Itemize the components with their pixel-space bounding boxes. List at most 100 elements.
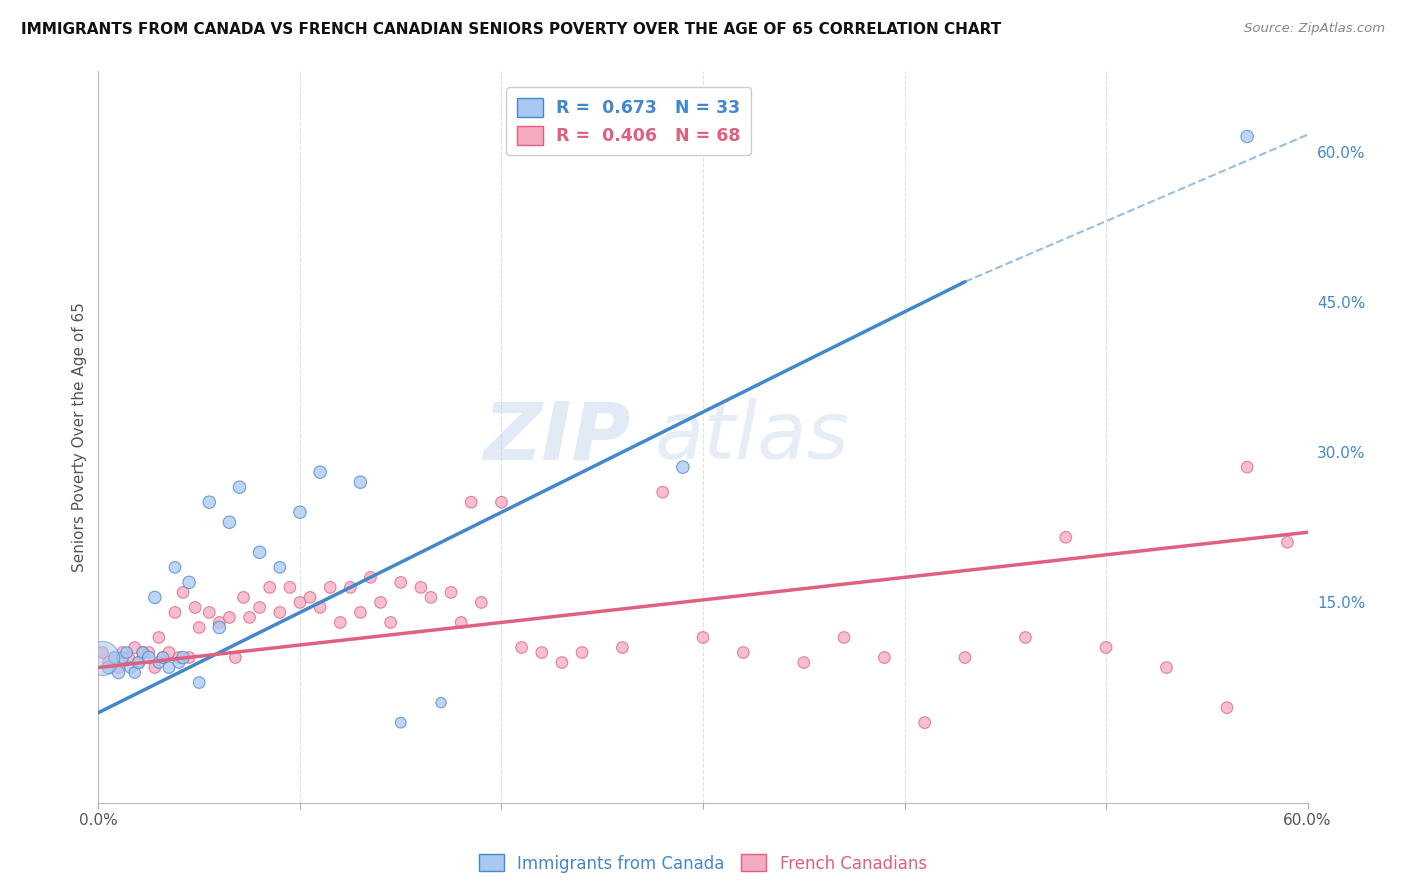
Point (143, 660, 166, 674)
Point (91, 650, 114, 665)
Text: ZIP: ZIP (484, 398, 630, 476)
Point (157, 660, 180, 674)
Point (97, 660, 120, 674)
Point (172, 650, 194, 665)
Point (1095, 640, 1118, 655)
Point (380, 615, 402, 630)
Point (157, 646, 180, 660)
Point (120, 660, 142, 674)
Point (111, 646, 134, 660)
Point (309, 465, 332, 479)
Point (1236, 129, 1258, 144)
Point (299, 591, 322, 605)
Legend: Immigrants from Canada, French Canadians: Immigrants from Canada, French Canadians (472, 847, 934, 880)
Point (470, 595, 492, 609)
Point (124, 665, 146, 680)
Point (103, 650, 125, 665)
Point (148, 631, 170, 645)
Point (832, 631, 855, 645)
Point (349, 606, 371, 620)
Point (914, 715, 936, 730)
Point (163, 606, 186, 620)
Point (450, 615, 472, 630)
Point (138, 650, 160, 665)
Point (389, 575, 412, 590)
Point (389, 715, 412, 730)
Point (128, 656, 150, 670)
Point (107, 665, 129, 680)
Text: IMMIGRANTS FROM CANADA VS FRENCH CANADIAN SENIORS POVERTY OVER THE AGE OF 65 COR: IMMIGRANTS FROM CANADA VS FRENCH CANADIA… (21, 22, 1001, 37)
Point (409, 580, 432, 594)
Point (460, 495, 482, 509)
Point (124, 640, 146, 655)
Point (329, 615, 352, 630)
Point (167, 656, 190, 670)
Point (733, 646, 755, 660)
Point (128, 656, 150, 670)
Point (97, 656, 120, 670)
Point (551, 656, 574, 670)
Point (179, 650, 201, 665)
Point (692, 631, 714, 645)
Point (218, 610, 240, 624)
Point (440, 585, 463, 599)
Point (1014, 631, 1036, 645)
Text: Source: ZipAtlas.com: Source: ZipAtlas.com (1244, 22, 1385, 36)
Point (103, 650, 125, 665)
Point (218, 515, 240, 529)
Point (793, 656, 815, 670)
Point (188, 620, 211, 634)
Point (360, 570, 382, 584)
Point (107, 660, 129, 674)
Point (420, 591, 443, 605)
Point (132, 646, 155, 660)
Point (491, 495, 513, 509)
Text: atlas: atlas (655, 398, 849, 476)
Point (118, 650, 141, 665)
Point (953, 650, 976, 665)
Point (259, 580, 281, 594)
Point (198, 606, 221, 620)
Point (651, 485, 673, 500)
Point (249, 545, 271, 559)
Point (430, 696, 453, 710)
Point (571, 646, 593, 660)
Point (143, 591, 166, 605)
Point (1054, 530, 1077, 544)
Y-axis label: Seniors Poverty Over the Age of 65: Seniors Poverty Over the Age of 65 (72, 302, 87, 572)
Point (370, 595, 392, 609)
Point (208, 615, 231, 630)
Point (612, 640, 634, 655)
Point (91, 646, 114, 660)
Point (172, 585, 194, 599)
Point (115, 646, 138, 660)
Point (198, 495, 221, 509)
Point (1236, 460, 1258, 475)
Point (319, 580, 342, 594)
Point (672, 460, 695, 475)
Point (1277, 535, 1299, 549)
Point (1156, 660, 1178, 674)
Point (309, 600, 332, 615)
Legend: R =  0.673   N = 33, R =  0.406   N = 68: R = 0.673 N = 33, R = 0.406 N = 68 (506, 87, 751, 155)
Point (138, 646, 160, 660)
Point (269, 560, 291, 574)
Point (349, 475, 371, 490)
Point (873, 650, 896, 665)
Point (249, 600, 271, 615)
Point (179, 575, 201, 590)
Point (232, 591, 254, 605)
Point (224, 650, 246, 665)
Point (148, 656, 170, 670)
Point (278, 580, 301, 594)
Point (152, 650, 174, 665)
Point (111, 650, 134, 665)
Point (188, 675, 211, 690)
Point (339, 580, 361, 594)
Point (132, 646, 155, 660)
Point (167, 650, 190, 665)
Point (228, 480, 250, 494)
Point (530, 646, 553, 660)
Point (184, 600, 207, 615)
Point (163, 560, 186, 574)
